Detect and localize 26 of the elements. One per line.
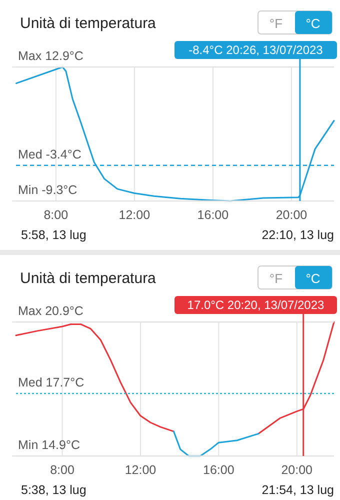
chart-title: Unità di temperatura [20, 270, 157, 287]
ref-line-label: Min -9.3°C [18, 183, 78, 197]
ref-line-label: Med 17.7°C [18, 375, 84, 390]
x-tick-label: 12:00 [124, 463, 156, 477]
ref-line-label: Max 20.9°C [18, 304, 84, 318]
text: °F [269, 16, 283, 31]
x-tick-label: 20:00 [276, 208, 308, 222]
ref-line-label: Max 12.9°C [18, 49, 84, 63]
x-tick-label: 8:00 [44, 208, 68, 222]
text: °C [306, 16, 320, 31]
text: 21:54, 13 lug [262, 483, 334, 497]
text: 5:58, 13 lug [21, 228, 86, 242]
ref-line-label: Med -3.4°C [18, 147, 82, 162]
ref-line-label: Min 14.9°C [18, 438, 80, 452]
x-tick-label: 8:00 [50, 463, 74, 477]
text: °C [306, 271, 320, 286]
x-tick-label: 12:00 [118, 208, 150, 222]
ref-line-label: -8.4°C 20:26, 13/07/2023 [188, 43, 324, 57]
x-tick-label: 16:00 [203, 463, 234, 477]
x-tick-label: 20:00 [281, 463, 313, 477]
ref-line-label: 17.0°C 20:20, 13/07/2023 [187, 298, 325, 312]
chart-title: Unità di temperatura [20, 15, 157, 32]
text: 5:38, 13 lug [21, 483, 86, 497]
x-tick-label: 16:00 [197, 208, 229, 222]
text: °F [269, 271, 283, 286]
text: 22:10, 13 lug [262, 228, 334, 242]
